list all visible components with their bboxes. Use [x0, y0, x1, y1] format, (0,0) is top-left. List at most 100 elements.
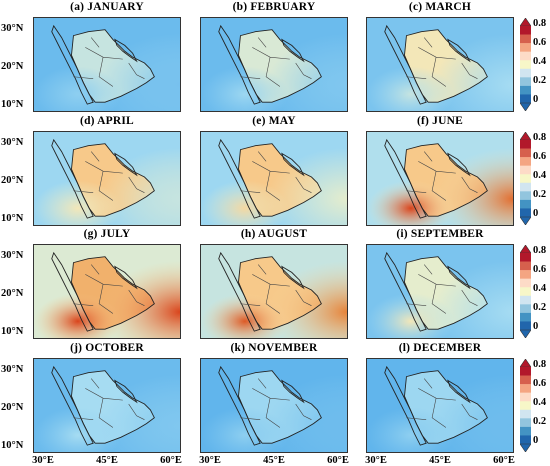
colorbar-tick-label: 0.4	[533, 170, 547, 181]
coastline	[71, 29, 155, 103]
panel-title: (g) JULY	[83, 228, 131, 240]
map-panel	[200, 358, 348, 453]
longitude-tick-label: 30°E	[365, 455, 387, 466]
colorbar-segment	[520, 140, 531, 149]
country-borders	[240, 37, 312, 87]
colorbar-top-arrow	[519, 358, 532, 368]
coastline	[71, 256, 155, 330]
colorbar-segment	[520, 253, 531, 262]
panel-title: (i) SEPTEMBER	[396, 228, 484, 240]
map-panel	[366, 244, 514, 339]
colorbar-segment	[520, 392, 531, 402]
map-panel	[366, 131, 514, 226]
colorbar-tick-label: 0.8	[533, 132, 547, 143]
coastline	[238, 256, 322, 330]
coastline	[404, 256, 488, 330]
southwest-hotspot	[34, 245, 180, 338]
colorbar-segment	[520, 304, 531, 314]
panel-title: (l) DECEMBER	[398, 342, 482, 354]
panel-title: (a) JANUARY	[70, 1, 144, 13]
colorbar-tick-label: 0	[533, 208, 539, 219]
map-panel	[366, 358, 514, 453]
country-borders	[240, 151, 312, 201]
colorbar-bottom-arrow	[519, 329, 532, 339]
red-sea-outline	[51, 251, 94, 332]
latitude-tick-label: 20°N	[1, 175, 24, 186]
gulf-outline	[114, 379, 138, 404]
panel-title: (f) JUNE	[417, 115, 463, 127]
red-sea-outline	[384, 138, 427, 219]
colorbar-segment	[520, 401, 531, 411]
latitude-tick-label: 10°N	[1, 326, 24, 337]
panel-title: (e) MAY	[252, 115, 296, 127]
latitude-tick-label: 30°N	[1, 250, 24, 261]
colorbar-segment	[520, 26, 531, 35]
gulf-outline	[447, 152, 471, 177]
country-borders	[240, 264, 312, 314]
map-panel	[33, 358, 181, 453]
coastline	[404, 143, 488, 217]
colorbar-tick-label: 0.6	[533, 378, 547, 389]
red-sea-outline	[384, 365, 427, 446]
colorbar-segment	[520, 157, 531, 166]
country-borders	[406, 264, 478, 314]
latitude-tick-label: 10°N	[1, 213, 24, 224]
colorbar-segment	[520, 60, 531, 70]
colorbar-segment	[520, 278, 531, 288]
colorbar-tick-label: 0.8	[533, 359, 547, 370]
longitude-tick-label: 45°E	[429, 455, 451, 466]
colorbar-tick-label: 0.2	[533, 75, 547, 86]
gulf-outline	[114, 38, 138, 63]
red-sea-outline	[218, 138, 261, 219]
colorbar-segment	[520, 295, 531, 305]
colorbar-segment	[520, 321, 531, 331]
panel-title: (k) NOVEMBER	[230, 342, 318, 354]
coastline	[238, 143, 322, 217]
map-field	[34, 359, 180, 452]
colorbar-top-arrow	[519, 244, 532, 254]
country-borders	[406, 151, 478, 201]
red-sea-outline	[218, 251, 261, 332]
map-field	[201, 18, 347, 111]
map-field	[367, 359, 513, 452]
map-panel	[33, 244, 181, 339]
panel-title: (c) MARCH	[408, 1, 472, 13]
country-borders	[73, 151, 145, 201]
colorbar-segment	[520, 270, 531, 279]
coastline	[71, 143, 155, 217]
coastline	[404, 370, 488, 444]
colorbar-segment	[520, 94, 531, 104]
colorbar-segment	[520, 34, 531, 44]
southwest-hotspot	[201, 18, 347, 111]
longitude-tick-label: 30°E	[32, 455, 54, 466]
red-sea-outline	[218, 24, 261, 105]
colorbar-segment	[520, 51, 531, 61]
colorbar-tick-label: 0.2	[533, 416, 547, 427]
colorbar-top-arrow	[519, 131, 532, 141]
map-panel	[200, 17, 348, 112]
colorbar-segment	[520, 148, 531, 158]
red-sea-outline	[384, 251, 427, 332]
map-field	[367, 132, 513, 225]
latitude-tick-label: 20°N	[1, 402, 24, 413]
southwest-hotspot	[34, 18, 180, 111]
colorbar-segment	[520, 165, 531, 175]
coastline	[238, 370, 322, 444]
colorbar-segment	[520, 312, 531, 322]
gulf-outline	[447, 265, 471, 290]
map-panel	[200, 244, 348, 339]
gulf-outline	[114, 265, 138, 290]
colorbar-segment	[520, 409, 531, 419]
panel-title: (d) APRIL	[80, 115, 134, 127]
colorbar-segment	[520, 208, 531, 218]
latitude-tick-label: 30°N	[1, 364, 24, 375]
southwest-hotspot	[201, 245, 347, 338]
red-sea-outline	[51, 138, 94, 219]
gulf-outline	[281, 38, 305, 63]
colorbar-tick-label: 0.2	[533, 189, 547, 200]
panel-title: (j) OCTOBER	[70, 342, 144, 354]
map-field	[34, 18, 180, 111]
colorbar-segment	[520, 261, 531, 271]
map-panel	[366, 17, 514, 112]
country-borders	[73, 378, 145, 428]
